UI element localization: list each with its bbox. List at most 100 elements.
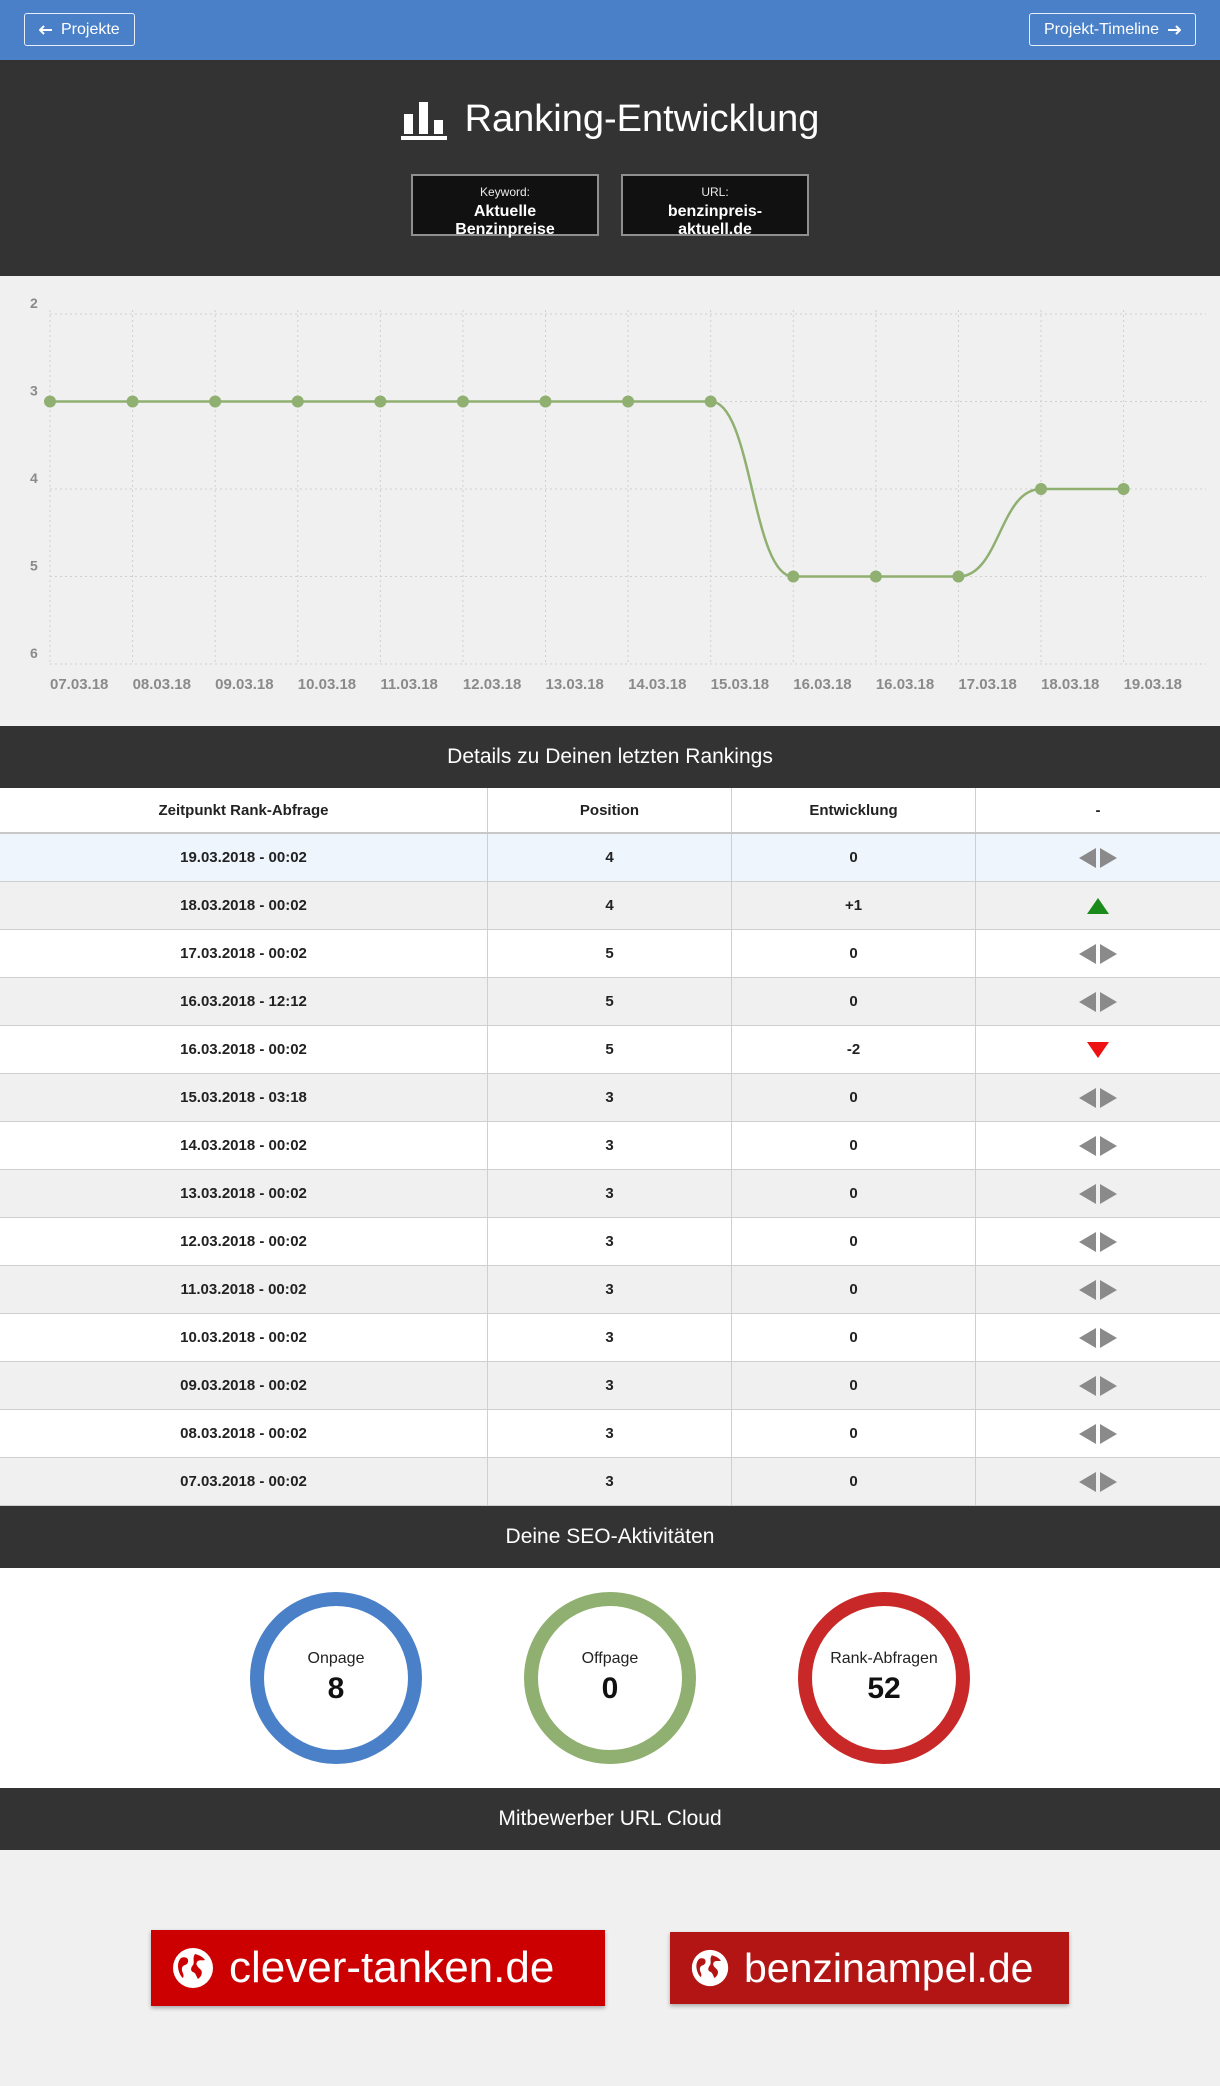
- cell-trend: [976, 1266, 1220, 1313]
- rankings-table: Zeitpunkt Rank-Abfrage Position Entwickl…: [0, 788, 1220, 1506]
- cell-change: 0: [732, 1218, 976, 1265]
- cell-change: 0: [732, 1458, 976, 1505]
- cell-position: 4: [488, 882, 732, 929]
- top-bar: Projekte Projekt-Timeline: [0, 0, 1220, 60]
- competitor-url-clever-tanken[interactable]: clever-tanken.de: [151, 1930, 605, 2006]
- cell-trend: [976, 1218, 1220, 1265]
- x-tick-label: 17.03.18: [958, 676, 1016, 693]
- cell-position: 5: [488, 1026, 732, 1073]
- data-point[interactable]: [1117, 483, 1130, 495]
- cell-time: 15.03.2018 - 03:18: [0, 1074, 488, 1121]
- url-cloud-section-header: Mitbewerber URL Cloud: [0, 1788, 1220, 1850]
- seo-title: Deine SEO-Aktivitäten: [505, 1525, 715, 1548]
- cell-time: 19.03.2018 - 00:02: [0, 834, 488, 881]
- project-timeline-button[interactable]: Projekt-Timeline: [1029, 13, 1196, 46]
- cell-time: 10.03.2018 - 00:02: [0, 1314, 488, 1361]
- url-cloud-title: Mitbewerber URL Cloud: [498, 1807, 722, 1830]
- data-point[interactable]: [704, 395, 717, 408]
- cell-time: 08.03.2018 - 00:02: [0, 1410, 488, 1457]
- x-tick-label: 12.03.18: [463, 676, 521, 693]
- triangle-down-icon: [1087, 1041, 1109, 1058]
- cell-change: 0: [732, 978, 976, 1025]
- triangle-up-icon: [1087, 897, 1109, 914]
- arrows-left-right-icon: [1079, 991, 1117, 1012]
- arrows-left-right-icon: [1079, 1375, 1117, 1396]
- cell-trend: [976, 1074, 1220, 1121]
- cell-change: 0: [732, 930, 976, 977]
- competitor-url-benzinampel[interactable]: benzinampel.de: [670, 1932, 1069, 2004]
- arrows-left-right-icon: [1079, 1423, 1117, 1444]
- arrows-left-right-icon: [1079, 1231, 1117, 1252]
- y-tick-label: 3: [30, 383, 38, 399]
- data-point[interactable]: [869, 570, 882, 583]
- data-point[interactable]: [539, 395, 552, 408]
- data-point[interactable]: [787, 570, 800, 583]
- column-header-change: Entwicklung: [732, 788, 976, 832]
- data-point[interactable]: [622, 395, 635, 408]
- onpage-circle: Onpage 8: [250, 1592, 422, 1764]
- cell-change: 0: [732, 1122, 976, 1169]
- arrows-left-right-icon: [1079, 1087, 1117, 1108]
- data-point[interactable]: [291, 395, 304, 408]
- x-tick-label: 15.03.18: [711, 676, 769, 693]
- rank-queries-value: 52: [867, 1672, 901, 1705]
- cell-time: 16.03.2018 - 12:12: [0, 978, 488, 1025]
- globe-icon: [173, 1948, 213, 1988]
- table-row: 13.03.2018 - 00:02 3 0: [0, 1170, 1220, 1218]
- cell-trend: [976, 834, 1220, 881]
- projects-back-label: Projekte: [61, 20, 120, 38]
- arrows-left-right-icon: [1079, 943, 1117, 964]
- cell-trend: [976, 1362, 1220, 1409]
- cell-position: 3: [488, 1074, 732, 1121]
- projects-back-button[interactable]: Projekte: [24, 13, 135, 46]
- offpage-label: Offpage: [581, 1650, 639, 1667]
- cell-position: 3: [488, 1122, 732, 1169]
- data-point[interactable]: [209, 395, 222, 408]
- x-tick-label: 16.03.18: [793, 676, 851, 693]
- competitor-url-label: clever-tanken.de: [229, 1943, 555, 1992]
- globe-icon: [691, 1949, 729, 1987]
- data-point[interactable]: [126, 395, 139, 408]
- cell-trend: [976, 978, 1220, 1025]
- cell-change: 0: [732, 834, 976, 881]
- column-header-position: Position: [488, 788, 732, 832]
- table-row: 15.03.2018 - 03:18 3 0: [0, 1074, 1220, 1122]
- cell-trend: [976, 930, 1220, 977]
- cell-time: 18.03.2018 - 00:02: [0, 882, 488, 929]
- cell-time: 14.03.2018 - 00:02: [0, 1122, 488, 1169]
- cell-change: 0: [732, 1074, 976, 1121]
- cell-time: 12.03.2018 - 00:02: [0, 1218, 488, 1265]
- x-tick-label: 16.03.18: [876, 676, 934, 693]
- cell-time: 09.03.2018 - 00:02: [0, 1362, 488, 1409]
- table-row: 10.03.2018 - 00:02 3 0: [0, 1314, 1220, 1362]
- table-row: 16.03.2018 - 12:12 5 0: [0, 978, 1220, 1026]
- arrow-left-icon: [39, 24, 52, 35]
- x-tick-label: 08.03.18: [133, 676, 191, 693]
- table-row: 18.03.2018 - 00:02 4 +1: [0, 882, 1220, 930]
- data-point[interactable]: [374, 395, 387, 408]
- ranking-chart-svg: 2 3 4 5 6 07.03.18 08.03.18 09.03.18 10.03.18 11.…: [30, 295, 1206, 693]
- arrows-left-right-icon: [1079, 1183, 1117, 1204]
- seo-activities: Onpage 8 Offpage 0 Rank-Abfragen 52: [0, 1568, 1220, 1788]
- page-header: Ranking-Entwicklung Keyword: Aktuelle Be…: [0, 60, 1220, 276]
- x-tick-label: 18.03.18: [1041, 676, 1099, 693]
- data-point[interactable]: [44, 395, 56, 408]
- table-header-row: Zeitpunkt Rank-Abfrage Position Entwickl…: [0, 788, 1220, 834]
- y-tick-label: 5: [30, 558, 38, 574]
- y-tick-label: 4: [30, 470, 38, 486]
- competitor-url-label: benzinampel.de: [744, 1944, 1034, 1991]
- x-tick-label: 11.03.18: [380, 676, 438, 693]
- x-tick-label: 10.03.18: [298, 676, 356, 693]
- data-point[interactable]: [456, 395, 469, 408]
- table-row: 14.03.2018 - 00:02 3 0: [0, 1122, 1220, 1170]
- offpage-value: 0: [601, 1672, 619, 1705]
- data-point[interactable]: [1035, 483, 1048, 495]
- cell-change: 0: [732, 1314, 976, 1361]
- cell-position: 3: [488, 1170, 732, 1217]
- cell-time: 16.03.2018 - 00:02: [0, 1026, 488, 1073]
- cell-position: 3: [488, 1458, 732, 1505]
- data-point[interactable]: [952, 570, 965, 583]
- cell-trend: [976, 1170, 1220, 1217]
- cell-change: +1: [732, 882, 976, 929]
- onpage-value: 8: [327, 1672, 345, 1705]
